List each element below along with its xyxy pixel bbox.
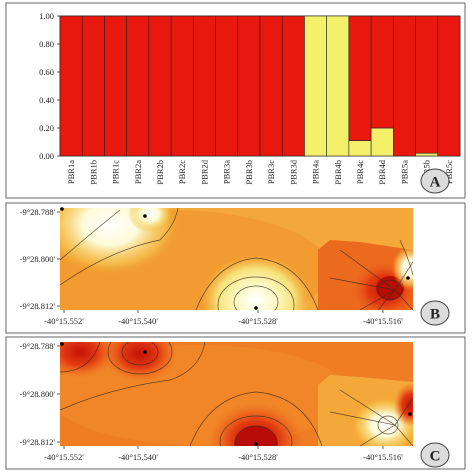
x-tick-label: PBR4d	[377, 159, 387, 184]
x-tick-label: PBR2b	[155, 160, 165, 185]
y-tick-label: -9°28.800'	[20, 389, 56, 399]
x-tick-label: PBR4b	[333, 160, 343, 185]
bar-segment	[193, 15, 216, 157]
x-tick-label: -40°15.552'	[44, 452, 84, 462]
x-tick-label: PBR3c	[266, 160, 276, 184]
bar-segment	[148, 15, 172, 157]
bar-segment	[415, 152, 439, 157]
bar-segment	[304, 15, 327, 157]
bar-segment	[81, 15, 105, 157]
x-tick-label: PBR4a	[311, 160, 321, 184]
sample-point	[60, 207, 64, 211]
bar-segment	[393, 15, 416, 157]
y-tick-label: 0.40	[39, 95, 54, 105]
x-tick-label: PBR4c	[355, 160, 365, 184]
y-tick-label: 0.00	[39, 151, 54, 161]
panel-a-y-axis: 1.00 0.80 0.60 0.40 0.20 0.00	[39, 11, 60, 161]
x-tick-label: -40°15.540'	[118, 316, 158, 326]
x-tick-label: PBR1b	[88, 160, 98, 185]
y-tick-label: -9°28.800'	[20, 254, 56, 264]
panel-a-x-axis: PBR1a PBR1b PBR1c PBR2a PBR2b PBR2c PBR2d PBR3a…	[66, 159, 454, 184]
x-tick-label: PBR3b	[244, 160, 254, 185]
y-tick-label: 0.80	[39, 39, 54, 49]
x-tick-label: PBR3d	[288, 159, 298, 184]
panel-c-label: C	[420, 442, 450, 468]
x-tick-label: -40°15.540'	[118, 452, 158, 462]
bar-segment	[215, 15, 239, 157]
sample-point	[60, 342, 64, 346]
x-tick-label: PBR2c	[177, 160, 187, 184]
bar-segment	[370, 15, 394, 129]
panel-c-heatmap	[60, 342, 413, 446]
bar-segment	[237, 15, 261, 157]
bar-segment	[126, 15, 150, 157]
bar-segment	[104, 15, 127, 157]
y-tick-label: -9°28.812'	[20, 437, 56, 447]
panel-b-heatmap	[60, 208, 413, 310]
x-tick-label: PBR5c	[444, 160, 454, 184]
x-tick-label: PBR1c	[111, 160, 121, 184]
bar-segment	[259, 15, 283, 157]
panel-a: 1.00 0.80 0.60 0.40 0.20 0.00 PBR1a PBR1b PBR1c…	[5, 2, 466, 199]
bar-segment	[370, 127, 394, 157]
bar-segment	[59, 15, 83, 157]
bar-segment	[281, 15, 305, 157]
panel-label-c: C	[430, 449, 441, 465]
panel-c-y-axis: -9°28.788' -9°28.800' -9°28.812'	[20, 341, 60, 447]
y-tick-label: -9°28.812'	[20, 301, 56, 311]
panel-b-y-axis: -9°28.788' -9°28.800' -9°28.812'	[20, 207, 60, 311]
panel-c: -9°28.788' -9°28.800' -9°28.812' -40°15.55…	[5, 336, 466, 470]
x-tick-label: -40°15.528'	[238, 316, 278, 326]
y-tick-label: 0.60	[39, 67, 54, 77]
panel-b: -9°28.788' -9°28.800' -9°28.812' -40°15.55…	[5, 202, 466, 334]
panel-a-label: A	[420, 168, 450, 194]
bar-segment	[348, 140, 372, 157]
x-tick-label: -40°15.516'	[363, 316, 403, 326]
x-tick-label: PBR5a	[399, 160, 409, 184]
x-tick-label: -40°15.516'	[363, 452, 403, 462]
bar-segment	[437, 15, 461, 157]
panel-b-x-axis: -40°15.552' -40°15.540' -40°15.528' -40°15.…	[44, 310, 403, 326]
y-tick-label: -9°28.788'	[20, 207, 56, 217]
panel-label-b: B	[430, 307, 440, 323]
y-tick-label: 1.00	[39, 11, 54, 21]
x-tick-label: PBR2d	[199, 159, 209, 184]
bar-segment	[348, 15, 372, 141]
x-tick-label: PBR3a	[222, 160, 232, 184]
x-tick-label: PBR2a	[133, 160, 143, 184]
panel-label-a: A	[430, 175, 441, 191]
panel-b-label: B	[420, 300, 450, 326]
panel-c-x-axis: -40°15.552' -40°15.540' -40°15.528' -40°15.…	[44, 446, 403, 462]
bar-segment	[170, 15, 194, 157]
x-tick-label: -40°15.552'	[44, 316, 84, 326]
x-tick-label: PBR1a	[66, 160, 76, 184]
y-tick-label: 0.20	[39, 123, 54, 133]
panel-a-bars	[59, 15, 461, 157]
bar-segment	[326, 15, 350, 157]
bar-segment	[415, 15, 439, 154]
x-tick-label: -40°15.528'	[238, 452, 278, 462]
y-tick-label: -9°28.788'	[20, 341, 56, 351]
